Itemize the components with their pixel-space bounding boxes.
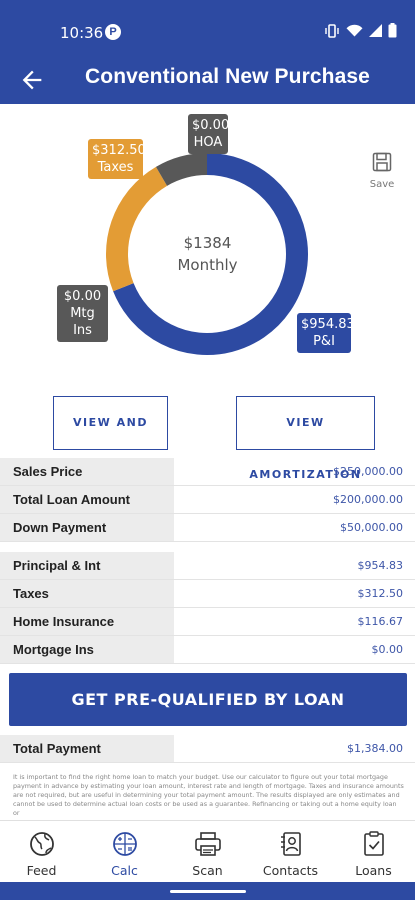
table-row: Down Payment $50,000.00: [0, 514, 415, 542]
chart-tag-pi-label: P&I: [313, 334, 335, 349]
row-label: Principal & Int: [0, 552, 174, 579]
row-label: Mortgage Ins: [0, 636, 174, 663]
chart-tag-pi: $954.83 P&I: [297, 313, 355, 353]
document-check-icon: [363, 831, 384, 856]
donut-slice-p-i: [113, 153, 308, 355]
table-row: Mortgage Ins $0.00: [0, 636, 415, 664]
contacts-icon: [280, 832, 301, 856]
nav-label: Scan: [192, 863, 223, 878]
total-value: $1,384.00: [347, 742, 403, 755]
disclaimer-text: It is important to find the right home l…: [13, 773, 404, 817]
row-value: $312.50: [357, 587, 404, 600]
save-label: Save: [369, 179, 395, 190]
app-bar: Conventional New Purchase: [0, 56, 415, 104]
row-label: Taxes: [0, 580, 174, 607]
total-label: Total Payment: [0, 735, 174, 762]
row-label: Down Payment: [0, 514, 174, 541]
table-row: Sales Price $250,000.00: [0, 458, 415, 486]
nav-label: Feed: [26, 863, 57, 878]
donut-chart: [106, 153, 308, 355]
globe-icon: [29, 832, 54, 856]
back-arrow-icon[interactable]: [18, 66, 46, 94]
chart-tag-mtg-ins-value: $0.00: [63, 289, 102, 304]
table-row: Taxes $312.50: [0, 580, 415, 608]
chart-tag-hoa: $0.00 HOA: [188, 114, 230, 154]
row-value: $250,000.00: [333, 465, 403, 478]
table-row: Principal & Int $954.83: [0, 552, 415, 580]
table-row: Total Loan Amount $200,000.00: [0, 486, 415, 514]
save-button[interactable]: Save: [364, 152, 400, 190]
chart-tag-mtg-ins: $0.00 Mtg Ins: [57, 285, 108, 342]
home-handle[interactable]: [170, 890, 246, 893]
row-value: $50,000.00: [340, 521, 403, 534]
chart-tag-taxes-label: Taxes: [97, 160, 134, 175]
loan-summary-table: Sales Price $250,000.00 Total Loan Amoun…: [0, 458, 415, 542]
save-icon: [372, 152, 392, 172]
chart-tag-taxes: $312.50 Taxes: [88, 139, 146, 179]
calculator-icon: [112, 832, 137, 856]
page-title: Conventional New Purchase: [85, 65, 370, 88]
row-label: Sales Price: [0, 458, 174, 485]
status-time: 10:36: [60, 24, 104, 42]
nav-scan[interactable]: Scan: [166, 821, 249, 882]
system-nav-bar: [0, 882, 415, 900]
chart-tag-pi-value: $954.83: [301, 317, 355, 332]
chart-tag-taxes-value: $312.50: [92, 143, 146, 158]
nav-label: Calc: [111, 863, 138, 878]
status-bar: 10:36 P: [0, 0, 415, 56]
battery-icon: [388, 23, 397, 38]
row-value: $116.67: [357, 615, 404, 628]
chart-center-label: Monthly: [177, 256, 238, 274]
row-value: $0.00: [371, 643, 404, 656]
row-label: Home Insurance: [0, 608, 174, 635]
chart-tag-mtg-ins-label: Mtg Ins: [70, 306, 95, 338]
system-icons: [324, 23, 397, 38]
row-value: $954.83: [357, 559, 404, 572]
nav-label: Contacts: [262, 863, 319, 878]
payment-chart: $1384 Monthly $0.00 HOA $312.50 Taxes $0…: [0, 104, 415, 394]
view-amortization-button[interactable]: VIEW AMORTIZATION: [236, 396, 375, 481]
bottom-nav: Feed Calc Scan Contacts Loans: [0, 820, 415, 882]
row-value: $200,000.00: [333, 493, 403, 506]
chart-tag-hoa-value: $0.00: [192, 118, 230, 133]
nav-feed[interactable]: Feed: [0, 821, 83, 882]
row-label: Total Loan Amount: [0, 486, 174, 513]
chart-tag-hoa-label: HOA: [193, 135, 223, 150]
total-payment-table: Total Payment $1,384.00: [0, 735, 415, 763]
table-row: Total Payment $1,384.00: [0, 735, 415, 763]
donut-slice-home-insurance: [155, 153, 208, 187]
notification-badge: P: [105, 24, 121, 40]
table-row: Home Insurance $116.67: [0, 608, 415, 636]
nav-loans[interactable]: Loans: [332, 821, 415, 882]
nav-contacts[interactable]: Contacts: [249, 821, 332, 882]
nav-label: Loans: [355, 863, 392, 878]
signal-icon: [369, 24, 382, 37]
nav-calc[interactable]: Calc: [83, 821, 166, 882]
payment-breakdown-table: Principal & Int $954.83 Taxes $312.50 Ho…: [0, 552, 415, 664]
printer-icon: [194, 832, 221, 856]
chart-center-value: $1384: [183, 234, 232, 252]
get-prequalified-button[interactable]: GET PRE-QUALIFIED BY LOAN: [9, 673, 407, 726]
wifi-icon: [346, 24, 363, 37]
vibrate-icon: [325, 23, 339, 38]
donut-slice-taxes: [106, 166, 168, 292]
view-and-share-button[interactable]: VIEW AND SHARE: [53, 396, 168, 481]
